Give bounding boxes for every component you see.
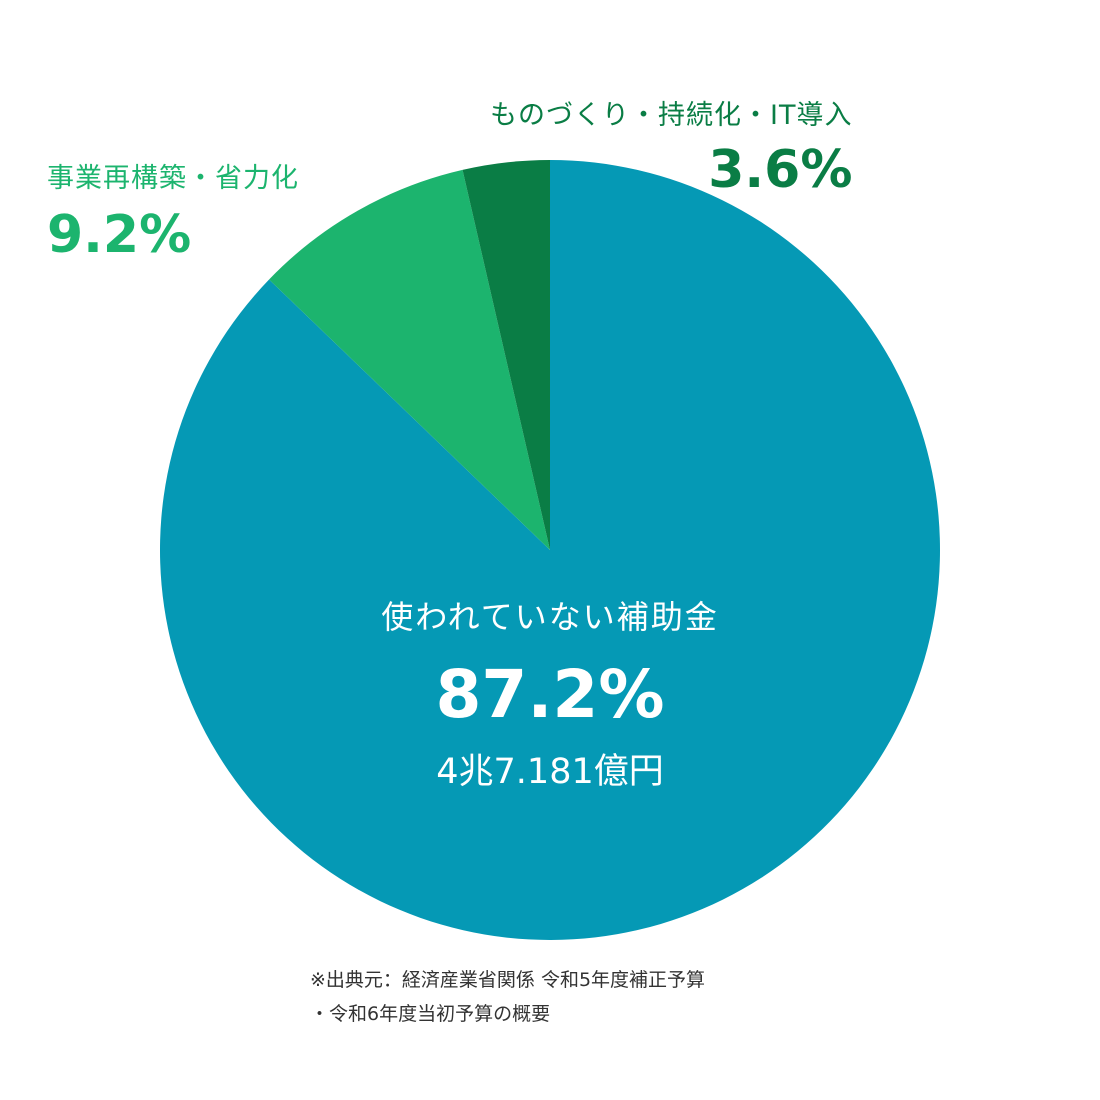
slice-name-unused: 使われていない補助金: [381, 598, 719, 636]
source-note-line-1: ※出典元：経済産業省関係 令和5年度補正予算: [310, 969, 706, 991]
slice-label-unused: 使われていない補助金 87.2% 4兆7.181億円: [0, 592, 1100, 794]
slice-percent-monozukuri: 3.6%: [708, 140, 853, 200]
pie-slice-monozukuri: [462, 160, 550, 550]
slice-percent-saikouchiku: 9.2%: [47, 205, 192, 265]
slice-percent-unused: 87.2%: [435, 656, 665, 733]
source-note-line-2: ・令和6年度当初予算の概要: [310, 1003, 551, 1025]
source-note: ※出典元：経済産業省関係 令和5年度補正予算 ・令和6年度当初予算の概要: [310, 963, 705, 1031]
slice-name-saikouchiku: 事業再構築・省力化: [47, 163, 299, 194]
slice-label-saikouchiku: 事業再構築・省力化 9.2%: [47, 156, 299, 265]
slice-label-monozukuri: ものづくり・持続化・IT導入 3.6%: [490, 93, 852, 200]
slice-name-monozukuri: ものづくり・持続化・IT導入: [490, 100, 853, 131]
slice-amount-unused: 4兆7.181億円: [436, 752, 664, 792]
pie-slice-saikouchiku: [269, 169, 550, 551]
